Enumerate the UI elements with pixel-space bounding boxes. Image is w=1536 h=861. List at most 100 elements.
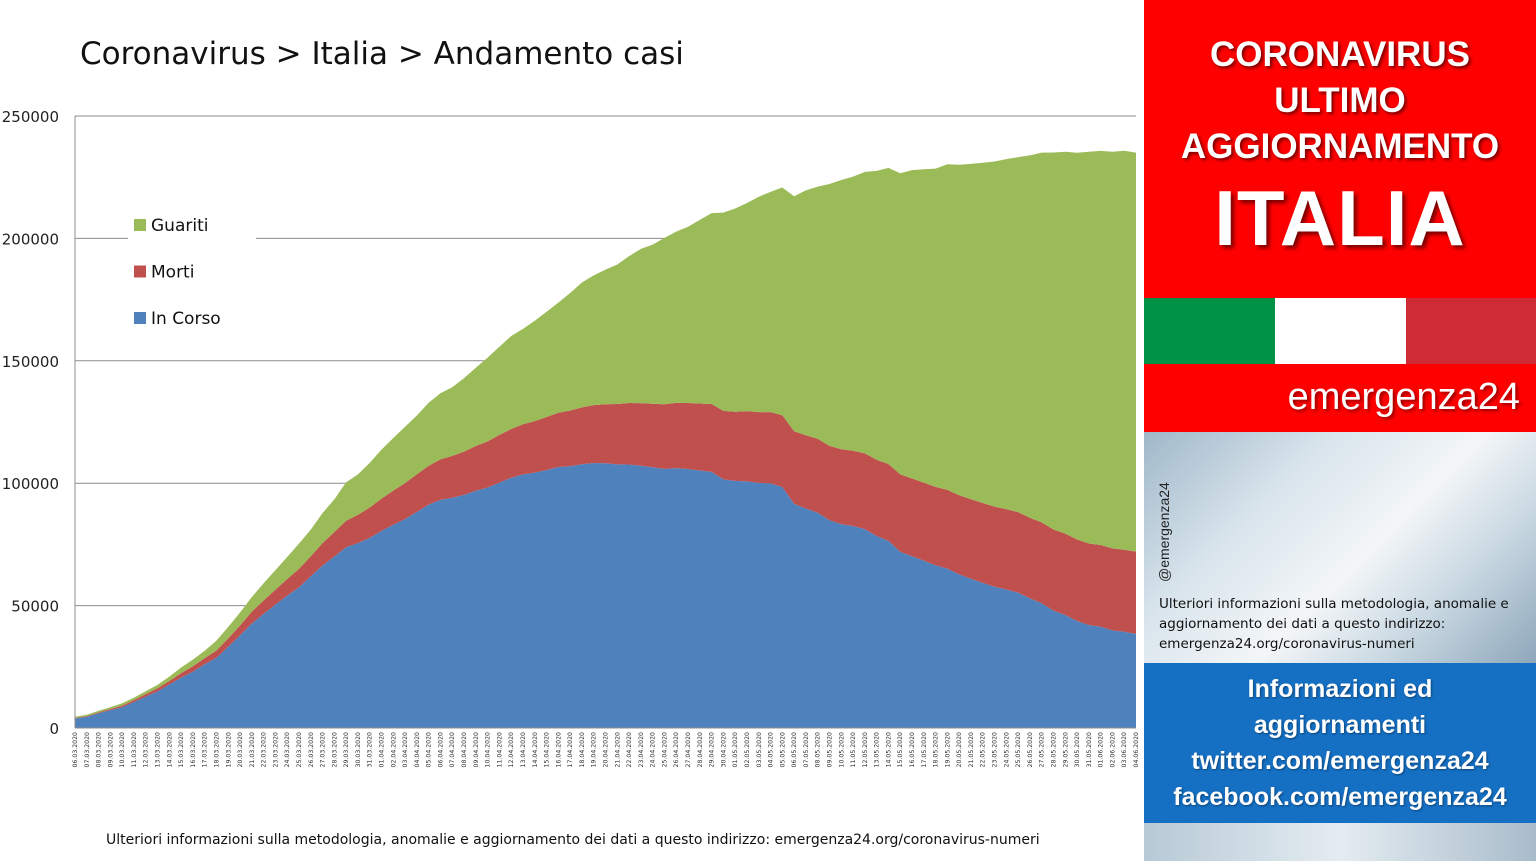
x-tick-label: 28.05.2020 — [1050, 732, 1057, 767]
y-tick-label: 100000 — [2, 475, 59, 493]
x-tick-label: 20.05.2020 — [956, 732, 963, 767]
x-tick-label: 03.06.2020 — [1121, 732, 1128, 767]
legend-swatch — [134, 265, 146, 278]
x-tick-label: 23.05.2020 — [992, 732, 999, 767]
x-tick-label: 20.04.2020 — [603, 732, 610, 767]
x-tick-label: 27.04.2020 — [685, 732, 692, 767]
x-tick-label: 03.04.2020 — [402, 732, 409, 767]
x-tick-label: 28.03.2020 — [331, 732, 338, 767]
flag-white-stripe — [1275, 298, 1406, 364]
x-tick-label: 25.04.2020 — [661, 732, 668, 767]
x-tick-label: 14.03.2020 — [166, 732, 173, 767]
side-panel: CORONAVIRUS ULTIMO AGGIORNAMENTO ITALIA … — [1144, 0, 1536, 861]
x-tick-label: 10.03.2020 — [119, 732, 126, 767]
x-tick-label: 12.05.2020 — [862, 732, 869, 767]
x-tick-label: 27.05.2020 — [1039, 732, 1046, 767]
x-tick-label: 14.05.2020 — [885, 732, 892, 767]
legend-label: Morti — [151, 263, 194, 283]
x-tick-label: 18.04.2020 — [579, 732, 586, 767]
x-tick-label: 19.05.2020 — [944, 732, 951, 767]
facebook-link[interactable]: facebook.com/emergenza24 — [1173, 783, 1507, 811]
x-tick-label: 06.05.2020 — [791, 732, 798, 767]
legend-label: Guariti — [151, 216, 208, 236]
x-tick-label: 25.05.2020 — [1015, 732, 1022, 767]
x-tick-label: 23.04.2020 — [638, 732, 645, 767]
x-tick-label: 22.03.2020 — [261, 732, 268, 767]
x-tick-label: 17.04.2020 — [567, 732, 574, 767]
headline-box: CORONAVIRUS ULTIMO AGGIORNAMENTO ITALIA — [1144, 0, 1536, 298]
info-line: aggiornamenti — [1253, 711, 1427, 739]
legend-swatch — [134, 312, 146, 324]
axes: 0 50000 100000 150000 200000 250000 06.03.2020… — [2, 108, 1140, 767]
methodology-note: Ulteriori informazioni sulla metodologia… — [1159, 596, 1509, 652]
x-tick-label: 24.03.2020 — [284, 732, 291, 767]
x-tick-label: 12.04.2020 — [508, 732, 515, 767]
x-tick-label: 24.05.2020 — [1003, 732, 1010, 767]
x-tick-label: 30.05.2020 — [1074, 732, 1081, 767]
headline: CORONAVIRUS ULTIMO AGGIORNAMENTO — [1144, 32, 1536, 170]
x-tick-label: 17.05.2020 — [921, 732, 928, 767]
x-tick-label: 08.04.2020 — [461, 732, 468, 767]
x-tick-label: 07.03.2020 — [84, 732, 91, 767]
x-tick-label: 09.05.2020 — [826, 732, 833, 767]
side-photo: @emergenza24 Ulteriori informazioni sull… — [1144, 432, 1536, 663]
stacked-areas — [75, 150, 1136, 728]
x-tick-label: 01.06.2020 — [1098, 732, 1105, 767]
info-line: Informazioni ed — [1247, 675, 1433, 703]
x-tick-label: 01.04.2020 — [379, 732, 386, 767]
x-tick-label: 23.03.2020 — [272, 732, 279, 767]
x-tick-label: 14.04.2020 — [532, 732, 539, 767]
x-tick-label: 04.04.2020 — [414, 732, 421, 767]
y-tick-label: 250000 — [2, 108, 59, 126]
x-tick-label: 24.04.2020 — [650, 732, 657, 767]
x-tick-label: 30.03.2020 — [355, 732, 362, 767]
x-tick-label: 06.03.2020 — [72, 732, 79, 767]
headline-line: CORONAVIRUS — [1210, 35, 1470, 74]
x-tick-label: 13.03.2020 — [155, 732, 162, 767]
x-tick-label: 18.03.2020 — [213, 732, 220, 767]
y-tick-label: 0 — [49, 720, 59, 738]
series-area-in-corso — [75, 463, 1136, 728]
x-tick-label: 13.05.2020 — [874, 732, 881, 767]
x-tick-label: 19.03.2020 — [225, 732, 232, 767]
x-tick-label: 08.03.2020 — [96, 732, 103, 767]
chart-title: Coronavirus > Italia > Andamento casi — [80, 36, 684, 72]
x-tick-label: 08.05.2020 — [815, 732, 822, 767]
x-tick-label: 10.05.2020 — [838, 732, 845, 767]
x-tick-label: 29.05.2020 — [1062, 732, 1069, 767]
country-label: ITALIA — [1214, 174, 1466, 262]
x-tick-label: 25.03.2020 — [296, 732, 303, 767]
headline-line: ULTIMO — [1274, 81, 1406, 120]
info-box: Informazioni ed aggiornamenti twitter.co… — [1144, 663, 1536, 823]
headline-line: AGGIORNAMENTO — [1180, 127, 1500, 166]
x-tick-label: 31.03.2020 — [367, 732, 374, 767]
brand-bar: emergenza24 — [1144, 364, 1536, 432]
x-tick-label: 15.05.2020 — [897, 732, 904, 767]
y-tick-label: 150000 — [2, 353, 59, 371]
x-tick-label: 07.04.2020 — [449, 732, 456, 767]
x-tick-label: 15.03.2020 — [178, 732, 185, 767]
x-tick-label: 27.03.2020 — [320, 732, 327, 767]
x-tick-label: 30.04.2020 — [720, 732, 727, 767]
x-tick-label: 22.05.2020 — [980, 732, 987, 767]
twitter-link[interactable]: twitter.com/emergenza24 — [1191, 747, 1489, 775]
footer-note: Ulteriori informazioni sulla metodologia… — [106, 832, 1040, 848]
x-tick-label: 16.04.2020 — [555, 732, 562, 767]
y-tick-label: 50000 — [11, 598, 59, 616]
x-tick-label: 01.05.2020 — [732, 732, 739, 767]
legend-label: In Corso — [151, 309, 221, 329]
y-tick-label: 200000 — [2, 230, 59, 248]
x-tick-label: 02.06.2020 — [1109, 732, 1116, 767]
x-tick-label: 16.05.2020 — [909, 732, 916, 767]
x-tick-label: 26.05.2020 — [1027, 732, 1034, 767]
x-tick-label: 05.05.2020 — [779, 732, 786, 767]
x-tick-label: 12.03.2020 — [143, 732, 150, 767]
x-tick-label: 09.04.2020 — [473, 732, 480, 767]
x-tick-label: 21.03.2020 — [249, 732, 256, 767]
x-tick-label: 02.05.2020 — [744, 732, 751, 767]
legend-box — [128, 204, 256, 339]
x-tick-label: 19.04.2020 — [591, 732, 598, 767]
x-tick-label: 26.03.2020 — [308, 732, 315, 767]
x-tick-label: 17.03.2020 — [202, 732, 209, 767]
x-tick-label: 21.05.2020 — [968, 732, 975, 767]
